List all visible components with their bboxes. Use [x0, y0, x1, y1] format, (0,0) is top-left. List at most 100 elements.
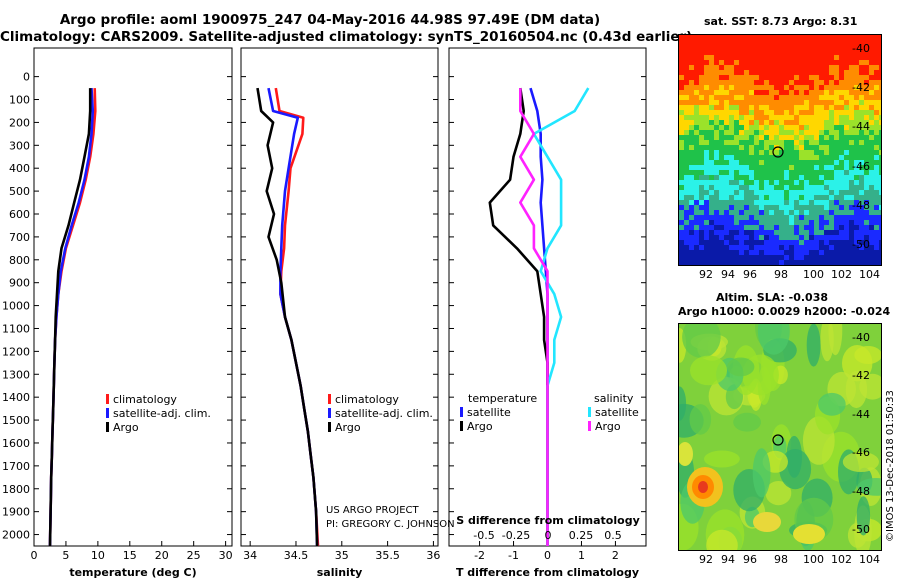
sst-cell [879, 50, 881, 55]
sst-cell [829, 155, 834, 160]
sst-cell [684, 250, 689, 255]
sst-cell [709, 140, 714, 145]
sst-cell [879, 85, 881, 90]
sst-cell [824, 70, 829, 75]
sst-cell [869, 45, 874, 50]
sst-cell [719, 100, 724, 105]
sst-cell [719, 235, 724, 240]
sst-cell [724, 260, 729, 265]
sla-blob [859, 373, 881, 400]
sst-cell [859, 95, 864, 100]
sst-cell [844, 100, 849, 105]
sst-cell [764, 50, 769, 55]
sst-cell [679, 105, 684, 110]
sst-cell [699, 230, 704, 235]
sst-cell [694, 170, 699, 175]
sst-cell [794, 140, 799, 145]
sst-cell [834, 140, 839, 145]
sst-cell [799, 105, 804, 110]
sst-cell [774, 85, 779, 90]
sst-cell [774, 135, 779, 140]
sst-cell [779, 210, 784, 215]
sst-cell [879, 140, 881, 145]
sst-cell [849, 115, 854, 120]
sst-cell [709, 70, 714, 75]
sst-cell [859, 260, 864, 265]
sst-cell [819, 240, 824, 245]
sst-cell [794, 60, 799, 65]
credit-pi: PI: GREGORY C. JOHNSON [326, 519, 455, 530]
sst-cell [879, 190, 881, 195]
sst-cell [739, 70, 744, 75]
sst-cell [829, 40, 834, 45]
sst-cell [724, 100, 729, 105]
sst-cell [864, 75, 869, 80]
sst-cell [854, 175, 859, 180]
sst-cell [739, 45, 744, 50]
sst-cell [829, 180, 834, 185]
sst-cell [794, 55, 799, 60]
sst-cell [769, 150, 774, 155]
sst-cell [829, 125, 834, 130]
sst-cell [839, 215, 844, 220]
sst-cell [699, 105, 704, 110]
sst-cell [744, 85, 749, 90]
sst-cell [684, 135, 689, 140]
sst-cell [854, 35, 859, 40]
sst-cell [774, 90, 779, 95]
sst-cell [679, 230, 684, 235]
sst-cell [784, 260, 789, 265]
map-lon-tick: 98 [774, 553, 788, 566]
sst-cell [874, 260, 879, 265]
sst-cell [839, 115, 844, 120]
sst-cell [694, 185, 699, 190]
sst-cell [839, 110, 844, 115]
sst-cell [854, 65, 859, 70]
sst-cell [719, 215, 724, 220]
sst-cell [824, 185, 829, 190]
sst-cell [809, 155, 814, 160]
x-axis-label: temperature (deg C) [69, 566, 196, 579]
sst-cell [844, 225, 849, 230]
sst-cell [789, 100, 794, 105]
sst-cell [744, 115, 749, 120]
sst-cell [689, 245, 694, 250]
sst-cell [789, 135, 794, 140]
sst-cell [809, 120, 814, 125]
sst-cell [824, 200, 829, 205]
sst-cell [869, 215, 874, 220]
sst-cell [754, 250, 759, 255]
sst-cell [809, 245, 814, 250]
sst-cell [769, 55, 774, 60]
sst-cell [749, 155, 754, 160]
sst-cell [709, 240, 714, 245]
sst-cell [819, 90, 824, 95]
sst-cell [724, 250, 729, 255]
sst-cell [829, 35, 834, 40]
sst-cell [789, 60, 794, 65]
sst-cell [879, 160, 881, 165]
sst-cell [734, 180, 739, 185]
sst-cell [759, 120, 764, 125]
sst-cell [874, 55, 879, 60]
sst-cell [679, 250, 684, 255]
sst-cell [779, 75, 784, 80]
sst-cell [824, 140, 829, 145]
sst-cell [819, 180, 824, 185]
sst-cell [704, 235, 709, 240]
sst-cell [694, 180, 699, 185]
sst-cell [809, 115, 814, 120]
sst-cell [819, 220, 824, 225]
sst-cell [709, 100, 714, 105]
sst-cell [679, 220, 684, 225]
sst-cell [729, 70, 734, 75]
plot-title-line1: Argo profile: aoml 1900975_247 04-May-20… [59, 12, 601, 28]
sst-cell [804, 40, 809, 45]
sst-cell [744, 45, 749, 50]
sst-cell [799, 180, 804, 185]
sst-cell [809, 185, 814, 190]
sst-cell [724, 90, 729, 95]
sst-cell [779, 175, 784, 180]
sst-cell [804, 155, 809, 160]
sst-cell [744, 185, 749, 190]
